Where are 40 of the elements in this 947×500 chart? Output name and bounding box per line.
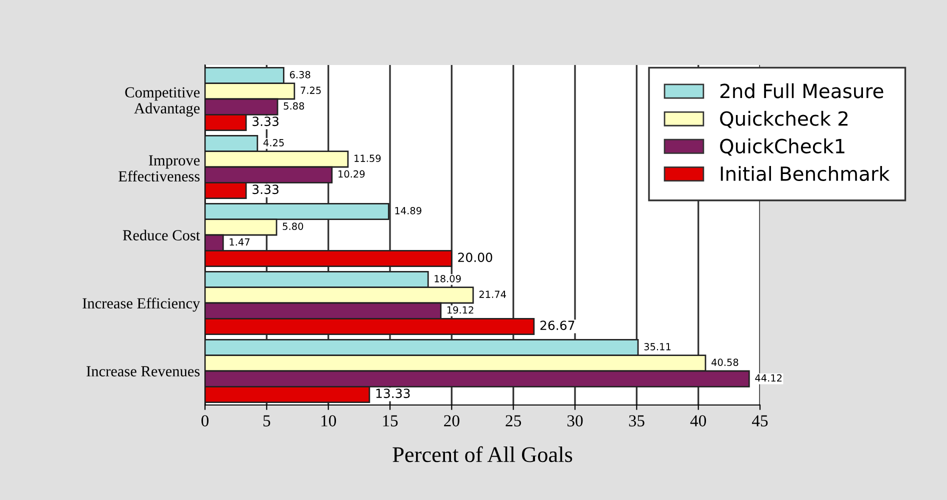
x-tick-label: 10 [321,415,336,426]
text: 18.09 [434,275,461,282]
text: 7.25 [300,86,321,94]
text: 13.33 [376,388,410,398]
y-tick-label: Reduce Cost [122,230,200,240]
x-tick-label: 5 [263,415,270,426]
y-tick-label: Increase Efficiency [82,298,200,312]
text: 35.11 [644,343,671,350]
x-tick-label: 35 [629,415,644,426]
legend-label: Initial Benchmark [720,166,890,182]
x-tick-label: 45 [752,415,768,426]
text: 3.33 [252,116,278,126]
text: 14.89 [395,207,422,214]
text: 3.33 [252,184,278,194]
y-tick-label: Competitive Advantage [125,87,200,117]
y-tick-label: Improve Effectiveness [118,155,200,182]
legend-label: QuickCheck1 [720,138,844,156]
x-tick-label: 30 [567,415,583,426]
x-axis-title: Percent of All Goals [392,446,572,462]
text: 5.80 [282,222,304,230]
text: 44.12 [755,374,782,382]
text: 4.25 [263,139,284,146]
legend-label: 2nd Full Measure [720,83,884,98]
x-tick-label: 25 [506,415,522,426]
text: 26.67 [540,320,574,330]
text: 40.58 [712,358,738,366]
text: 10.29 [338,170,365,178]
text: 5.88 [284,102,304,110]
x-tick-label: 40 [690,415,706,426]
text: 19.12 [447,306,474,314]
text: 11.59 [354,154,381,162]
y-tick-label: Increase Revenues [86,366,200,376]
x-tick-label: 20 [444,415,460,426]
text: 1.47 [230,238,250,246]
legend-label: Quickcheck 2 [720,110,848,128]
text: 21.74 [479,290,506,298]
x-tick-label: 0 [201,415,209,426]
text: 6.38 [290,71,310,78]
text: 20.00 [458,252,492,262]
x-tick-label: 15 [383,415,398,426]
